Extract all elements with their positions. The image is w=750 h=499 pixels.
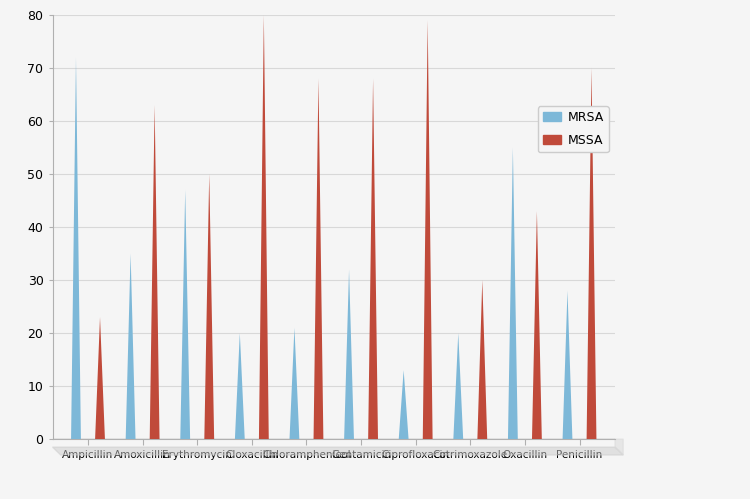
Polygon shape — [204, 174, 214, 439]
Polygon shape — [562, 290, 572, 439]
Polygon shape — [586, 68, 596, 439]
Polygon shape — [508, 148, 518, 439]
Polygon shape — [344, 269, 354, 439]
Polygon shape — [235, 333, 244, 439]
Polygon shape — [259, 15, 268, 439]
Polygon shape — [95, 317, 105, 439]
Polygon shape — [150, 105, 160, 439]
Polygon shape — [290, 328, 299, 439]
Polygon shape — [53, 447, 623, 455]
Polygon shape — [126, 253, 136, 439]
Polygon shape — [399, 370, 409, 439]
Polygon shape — [180, 190, 190, 439]
Polygon shape — [615, 439, 623, 455]
Polygon shape — [532, 211, 542, 439]
Polygon shape — [478, 280, 488, 439]
Polygon shape — [314, 79, 323, 439]
Polygon shape — [71, 57, 81, 439]
Polygon shape — [368, 79, 378, 439]
Polygon shape — [423, 20, 433, 439]
Legend: MRSA, MSSA: MRSA, MSSA — [538, 106, 609, 152]
Polygon shape — [453, 333, 464, 439]
